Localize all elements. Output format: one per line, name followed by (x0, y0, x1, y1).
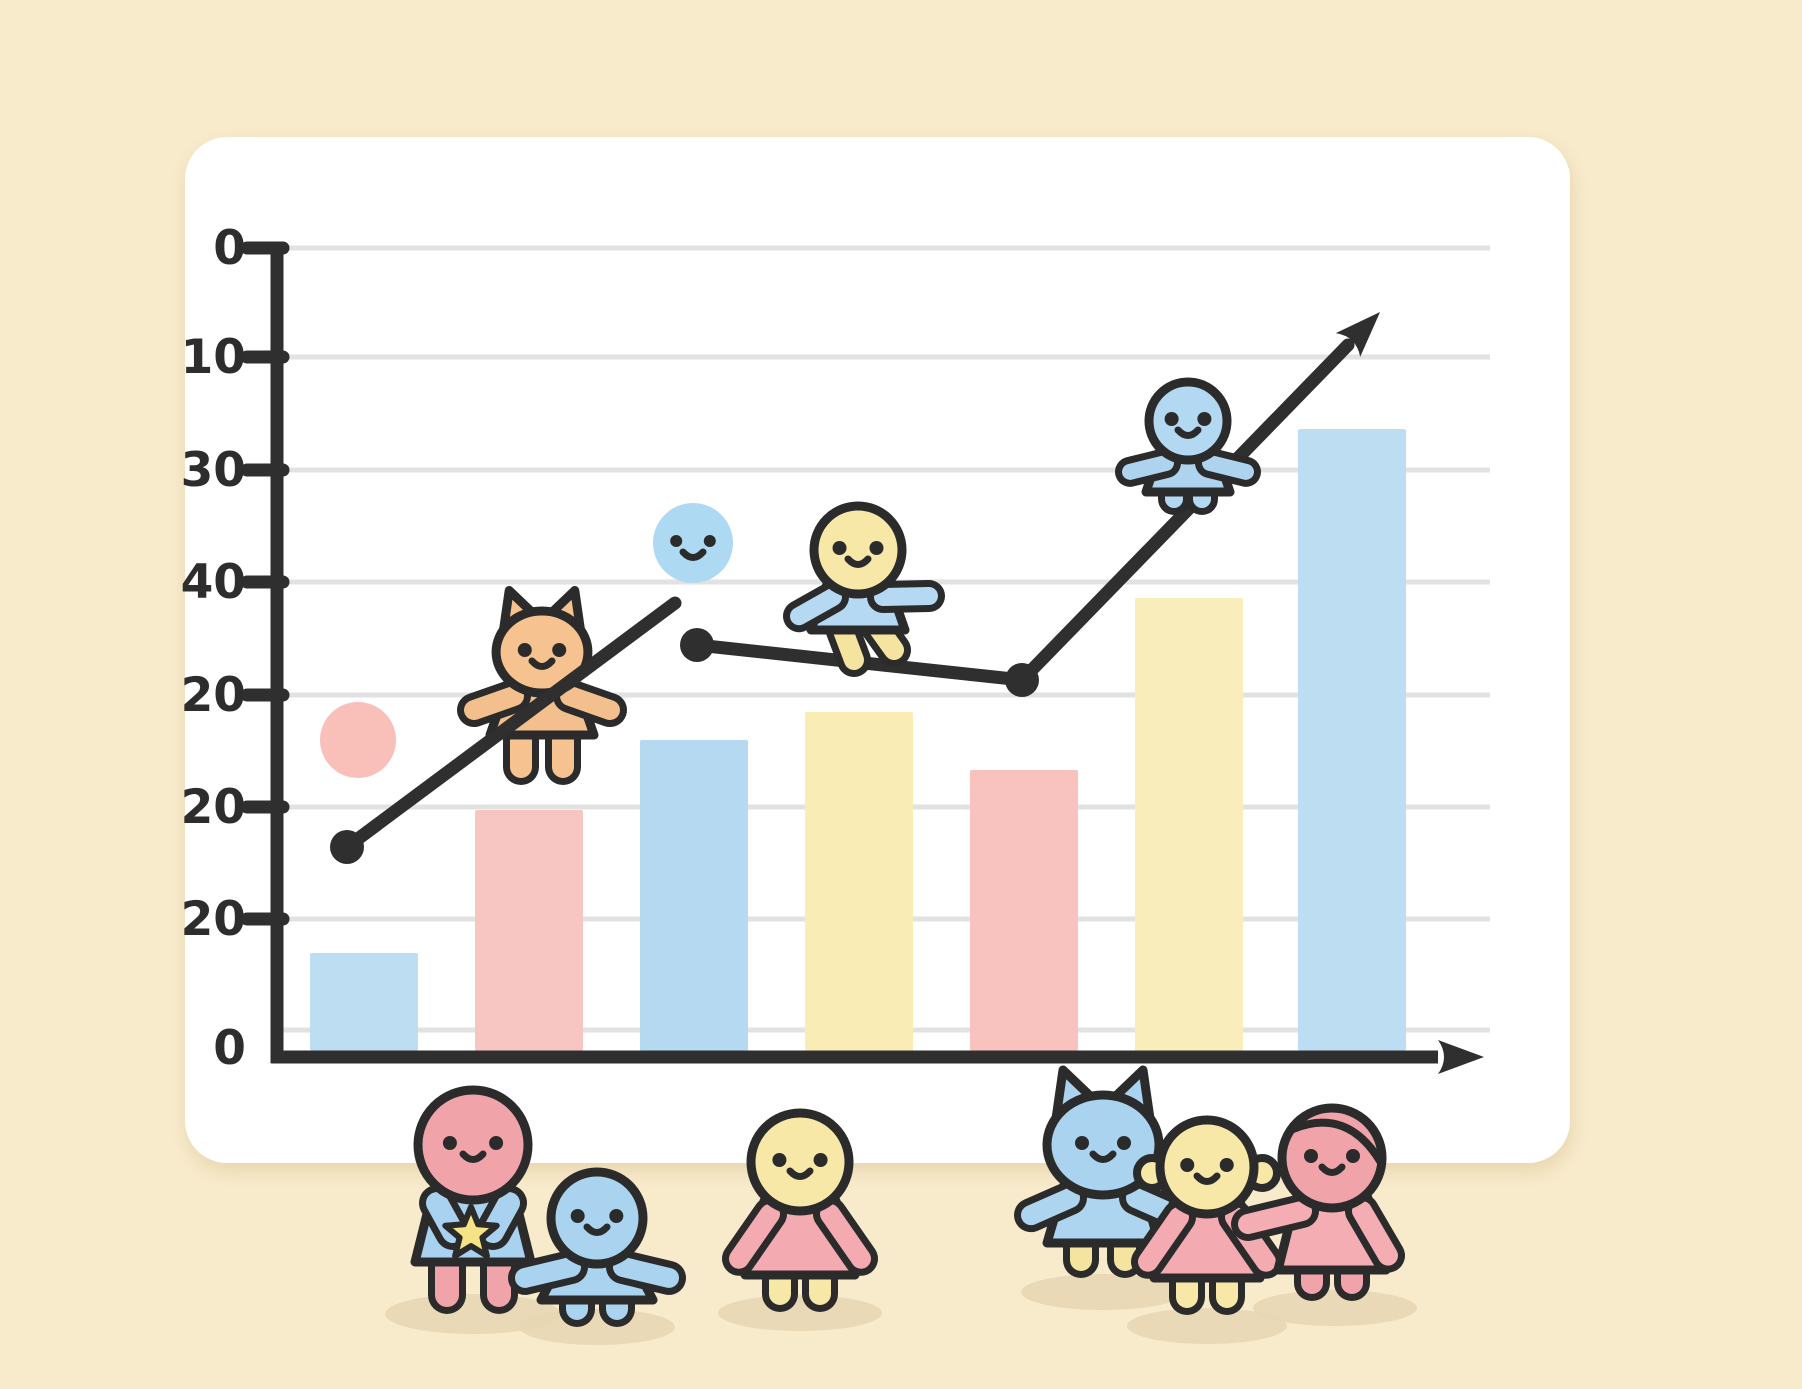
trend-dot (330, 830, 364, 864)
y-axis-label-2: 30 (181, 443, 246, 498)
y-axis-label-7: 0 (213, 1021, 246, 1076)
cat-layer (457, 586, 627, 785)
sitting-walker (783, 501, 945, 677)
bar-6 (1298, 429, 1406, 1051)
bar-4 (970, 770, 1078, 1051)
scatter-dots (320, 503, 733, 778)
y-axis-label-6: 20 (181, 892, 246, 947)
blue-cat (1014, 1065, 1192, 1310)
small-blue-person (508, 1167, 686, 1345)
orange-cat-on-line (457, 586, 627, 785)
y-axis-label-0: 0 (213, 221, 246, 276)
yellow-person-pink-dress (718, 1108, 882, 1331)
pink-hair-person (1231, 1103, 1417, 1326)
online-characters (783, 377, 1261, 677)
pink-dot (320, 702, 396, 778)
trend-dot (680, 628, 714, 662)
trend-segment-0 (340, 596, 682, 854)
trend-segment-2 (1015, 312, 1381, 687)
bar-5 (1135, 598, 1243, 1051)
pink-person-with-star (385, 1085, 561, 1334)
bottom-characters (385, 1065, 1417, 1345)
bars (310, 429, 1406, 1051)
bar-1 (475, 810, 583, 1051)
bar-0 (310, 953, 418, 1051)
y-axis-label-4: 20 (181, 668, 246, 723)
y-axis-label-3: 40 (181, 555, 246, 610)
axes (270, 242, 1484, 1074)
y-axis-label-1: 10 (181, 330, 246, 385)
bar-3 (805, 712, 913, 1051)
blue-smiley-dot (653, 503, 733, 583)
y-axis-label-5: 20 (181, 780, 246, 835)
blue-line-climber (1115, 377, 1261, 515)
bar-2 (640, 740, 748, 1051)
